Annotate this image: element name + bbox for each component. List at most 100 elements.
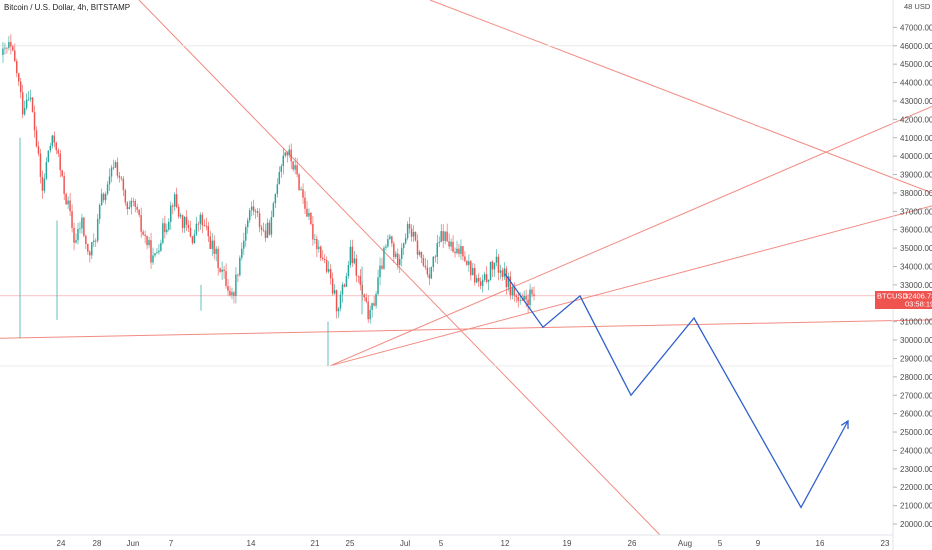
candle[interactable] <box>144 230 146 244</box>
candle[interactable] <box>191 236 194 245</box>
candle[interactable] <box>416 234 419 260</box>
candle[interactable] <box>128 200 131 210</box>
candle[interactable] <box>474 263 476 286</box>
candle[interactable] <box>181 214 184 233</box>
time-axis[interactable]: 24 28 Jun 7 14 21 25 Jul 5 12 19 26 Aug 5 9 16 23 <box>57 539 890 548</box>
candle[interactable] <box>166 223 168 235</box>
candle[interactable] <box>284 151 286 158</box>
candle[interactable] <box>108 168 111 191</box>
candle[interactable] <box>398 254 401 273</box>
candle[interactable] <box>16 58 18 78</box>
candle[interactable] <box>452 235 454 253</box>
candle[interactable] <box>481 274 484 293</box>
candle[interactable] <box>442 224 444 248</box>
candle[interactable] <box>12 44 14 52</box>
candle[interactable] <box>256 207 259 218</box>
candle[interactable] <box>316 235 318 258</box>
candle[interactable] <box>4 43 6 55</box>
horizontal-level-layer[interactable] <box>0 45 893 367</box>
candle[interactable] <box>61 169 63 178</box>
candle[interactable] <box>81 213 83 234</box>
candle[interactable] <box>124 188 127 206</box>
candle[interactable] <box>339 290 342 312</box>
candle[interactable] <box>397 248 399 270</box>
candle[interactable] <box>300 186 302 191</box>
trendline[interactable] <box>329 205 932 367</box>
candle[interactable] <box>404 233 407 245</box>
candle[interactable] <box>225 263 227 289</box>
candle[interactable] <box>120 175 123 181</box>
candle[interactable] <box>87 243 89 255</box>
candle[interactable] <box>408 216 411 234</box>
candle[interactable] <box>462 246 464 261</box>
candle[interactable] <box>487 279 490 291</box>
candle[interactable] <box>19 77 22 99</box>
candle[interactable] <box>513 282 515 302</box>
candle[interactable] <box>391 235 393 248</box>
candle[interactable] <box>104 191 107 205</box>
candle[interactable] <box>393 240 395 263</box>
candle[interactable] <box>456 240 458 255</box>
candle[interactable] <box>499 264 502 280</box>
candle[interactable] <box>438 236 440 248</box>
candle[interactable] <box>389 233 391 240</box>
candle[interactable] <box>290 143 292 170</box>
candle[interactable] <box>41 170 44 199</box>
candle[interactable] <box>349 239 352 268</box>
candle[interactable] <box>237 273 239 283</box>
candle[interactable] <box>318 240 320 253</box>
candle[interactable] <box>177 204 180 219</box>
projection-path[interactable] <box>504 273 849 509</box>
candle[interactable] <box>140 207 142 238</box>
candle[interactable] <box>505 265 508 295</box>
candle[interactable] <box>14 43 16 63</box>
candle[interactable] <box>195 216 198 236</box>
candle[interactable] <box>373 295 375 307</box>
candle[interactable] <box>258 208 261 233</box>
candle[interactable] <box>75 233 77 244</box>
candle[interactable] <box>264 223 267 242</box>
candle[interactable] <box>199 212 202 230</box>
candle[interactable] <box>23 100 26 116</box>
candle[interactable] <box>420 251 423 264</box>
candle[interactable] <box>203 219 206 227</box>
candle[interactable] <box>375 290 377 309</box>
candle[interactable] <box>55 141 57 155</box>
candle[interactable] <box>219 267 221 273</box>
candle[interactable] <box>189 220 192 238</box>
candle[interactable] <box>221 261 223 281</box>
candle[interactable] <box>138 209 140 218</box>
candle[interactable] <box>89 249 91 263</box>
candle[interactable] <box>93 233 95 248</box>
candle[interactable] <box>483 271 486 283</box>
candle[interactable] <box>227 279 229 296</box>
candle[interactable] <box>329 264 332 285</box>
candle[interactable] <box>209 230 211 250</box>
candle[interactable] <box>6 47 8 54</box>
candle[interactable] <box>331 272 334 296</box>
candle[interactable] <box>118 172 121 183</box>
candle[interactable] <box>223 265 225 279</box>
candle[interactable] <box>292 160 294 172</box>
candle[interactable] <box>106 180 109 196</box>
candle[interactable] <box>280 164 283 178</box>
candle[interactable] <box>511 285 513 300</box>
candle[interactable] <box>248 208 251 223</box>
candle[interactable] <box>343 283 346 288</box>
candle[interactable] <box>432 256 435 272</box>
candle[interactable] <box>164 215 166 239</box>
candle[interactable] <box>477 273 480 287</box>
candle[interactable] <box>262 222 265 233</box>
candle[interactable] <box>102 192 105 203</box>
candle[interactable] <box>235 267 237 304</box>
candle[interactable] <box>341 282 344 303</box>
candle[interactable] <box>440 224 442 243</box>
candle[interactable] <box>351 239 354 267</box>
candle[interactable] <box>369 305 371 324</box>
candle[interactable] <box>523 290 525 301</box>
candle[interactable] <box>308 208 310 221</box>
candle[interactable] <box>515 293 517 303</box>
candle[interactable] <box>327 261 330 274</box>
trendline[interactable] <box>0 319 932 339</box>
